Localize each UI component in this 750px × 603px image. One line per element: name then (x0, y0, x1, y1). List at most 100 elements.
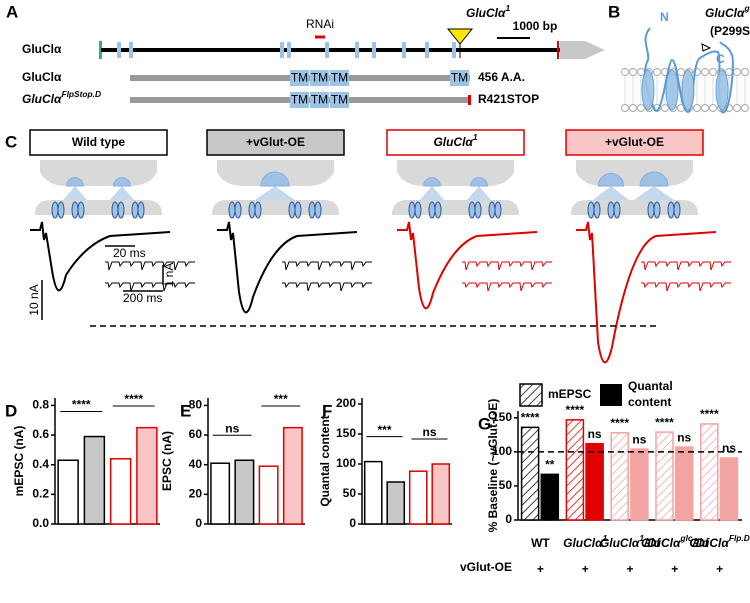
receptor (587, 201, 595, 219)
receptor (288, 201, 296, 219)
bar (234, 459, 255, 525)
legend-label: Quantal content (628, 379, 673, 409)
legend-label: mEPSC (548, 387, 592, 401)
lipid (725, 68, 733, 76)
panel-label: G (478, 414, 491, 433)
postsynapse (212, 200, 339, 215)
significance: ns (722, 441, 736, 455)
lipid (701, 68, 709, 76)
label-part: GluClα (22, 42, 62, 56)
receptor (488, 201, 496, 219)
label: WT (531, 536, 550, 550)
panel-label: D (5, 401, 17, 420)
lipid (653, 68, 661, 76)
label: GluClα1 (466, 3, 510, 20)
mutation: (P299S) (710, 24, 750, 38)
receptor (428, 201, 436, 219)
y-axis-label: EPSC (nA) (160, 431, 174, 491)
tm-label: TM (451, 71, 468, 85)
significance: **** (700, 407, 719, 421)
mini-trace (462, 282, 552, 292)
bar (57, 459, 79, 525)
bar (655, 431, 674, 521)
bar (136, 426, 158, 525)
scale-label: 1000 bp (513, 19, 558, 33)
tm-label: TM (291, 71, 308, 85)
postsynapse (35, 200, 162, 215)
row-value: + (671, 562, 678, 576)
label-part: WT (531, 536, 550, 550)
condition-box (29, 129, 168, 156)
scale-label: 10 nA (27, 284, 41, 315)
label-part: 1 (505, 3, 510, 13)
receptor (111, 201, 119, 219)
y-axis-label: Quantal content (318, 415, 332, 506)
vesicle (260, 171, 290, 187)
release (420, 186, 444, 200)
y-tick-label: 0.0 (32, 516, 49, 530)
legend-line: content (628, 395, 671, 409)
receptor (434, 201, 442, 219)
receptor (137, 201, 145, 219)
bar (565, 419, 585, 521)
row-value: + (626, 562, 633, 576)
lipid (709, 104, 717, 112)
stop-mark (468, 95, 471, 105)
release (634, 186, 674, 200)
receptor (51, 201, 59, 219)
tm-box (330, 70, 349, 86)
y-tick-label: 0.2 (32, 487, 49, 501)
label-part: GluClα (600, 536, 640, 550)
y-tick-label: 150 (336, 426, 356, 440)
receptor (308, 201, 316, 219)
lipid (693, 104, 701, 112)
lipid (637, 68, 645, 76)
label-part: GluClα (22, 92, 62, 106)
y-tick-label: 60 (189, 427, 203, 441)
y-tick-label: 0.8 (32, 398, 49, 412)
tm-box (310, 92, 329, 108)
vesicle (66, 177, 84, 187)
tm-label: TM (311, 93, 328, 107)
exons (117, 42, 456, 58)
label-part: GluClα (689, 536, 729, 550)
row-value: + (582, 562, 589, 576)
bar (210, 462, 231, 525)
receptor (468, 201, 476, 219)
n-terminus: N (660, 10, 669, 24)
trace (576, 221, 717, 364)
panel-label: B (608, 2, 620, 21)
tm-box (310, 70, 329, 86)
label-part: GluClα (433, 135, 473, 149)
receptor (414, 201, 422, 219)
significance: **** (566, 403, 585, 417)
c-terminus: C (716, 52, 725, 66)
lipid (621, 68, 629, 76)
significance: **** (72, 398, 91, 412)
bar (719, 457, 739, 521)
vesicle (423, 177, 441, 187)
significance: ns (588, 427, 602, 441)
bar (431, 463, 451, 525)
bar (386, 481, 406, 525)
significance: ns (677, 430, 691, 444)
lipid (629, 68, 637, 76)
row-label: vGlut-OE (460, 560, 512, 574)
release (110, 186, 134, 200)
vesicle (597, 172, 625, 187)
label-part: /Df (692, 536, 710, 550)
mini-trace (105, 282, 195, 292)
y-tick-label: 50 (499, 478, 513, 492)
label-part: Flp.D (729, 533, 750, 543)
y-axis-label: mEPSC (nA) (12, 426, 26, 497)
bar (520, 426, 540, 521)
label: GluClαglc (705, 3, 750, 20)
rnai-label: RNAi (306, 17, 334, 31)
bar (674, 446, 694, 521)
helices (641, 69, 729, 111)
mini-trace (282, 282, 372, 292)
lipid (637, 104, 645, 112)
release (63, 186, 87, 200)
y-tick-label: 150 (492, 410, 512, 424)
